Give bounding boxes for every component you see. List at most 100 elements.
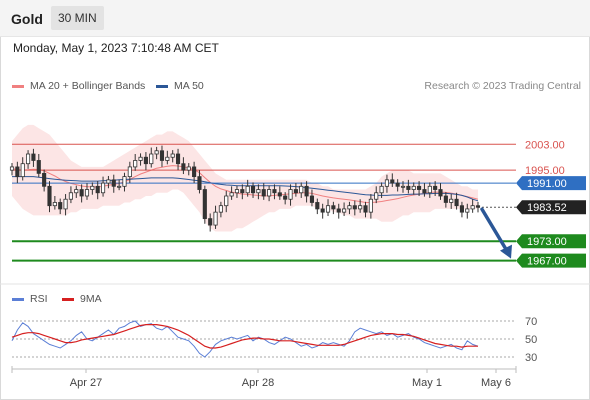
level-tag-bg bbox=[516, 176, 586, 191]
candle bbox=[213, 211, 218, 226]
rsi-line bbox=[11, 320, 479, 358]
candle bbox=[31, 153, 36, 161]
candle bbox=[133, 160, 138, 168]
legend-bollinger: MA 20 + Bollinger Bands bbox=[12, 80, 145, 92]
candle bbox=[331, 205, 336, 210]
level-label-1991.00: 1991.00 bbox=[527, 178, 567, 190]
candle bbox=[261, 189, 266, 197]
candle bbox=[304, 185, 309, 197]
candle bbox=[368, 198, 373, 213]
candle bbox=[79, 189, 84, 197]
candle bbox=[427, 185, 432, 194]
candle bbox=[90, 185, 95, 190]
candle bbox=[138, 156, 143, 161]
candle bbox=[52, 202, 57, 207]
candle bbox=[352, 205, 357, 210]
legend-rsi-ma: 9MA bbox=[62, 293, 102, 305]
candle bbox=[374, 192, 379, 200]
candles-group bbox=[9, 145, 481, 232]
candle bbox=[325, 205, 331, 213]
rsi-tick-label-50: 50 bbox=[525, 334, 537, 346]
x-tick-label-Apr 27: Apr 27 bbox=[70, 377, 102, 389]
legend-bollinger-label: MA 20 + Bollinger Bands bbox=[30, 80, 146, 92]
header-bar: Gold 30 MIN bbox=[0, 0, 590, 37]
candle bbox=[58, 202, 63, 210]
candle bbox=[68, 192, 73, 200]
candle bbox=[192, 166, 197, 178]
candle bbox=[422, 189, 427, 194]
candle bbox=[470, 205, 475, 210]
ma50-swatch bbox=[156, 84, 168, 88]
timestamp: Monday, May 1, 2023 7:10:48 AM CET bbox=[13, 41, 219, 55]
candle bbox=[267, 189, 272, 197]
candle bbox=[170, 153, 175, 158]
level-tag-1983.52: 1983.52 bbox=[516, 200, 586, 215]
candle bbox=[379, 185, 384, 194]
candle bbox=[74, 189, 79, 194]
candle bbox=[288, 189, 293, 200]
level-tag-bg bbox=[516, 200, 586, 215]
candle bbox=[181, 163, 186, 171]
candle bbox=[433, 185, 438, 190]
candle bbox=[186, 166, 191, 171]
candle bbox=[20, 163, 25, 178]
level-label-1973.00: 1973.00 bbox=[527, 236, 567, 248]
candle bbox=[245, 185, 250, 194]
candle bbox=[411, 185, 416, 190]
candle bbox=[229, 192, 234, 197]
rsi-ma-swatch bbox=[62, 297, 74, 301]
candle bbox=[15, 166, 20, 178]
candle bbox=[36, 160, 41, 174]
level-label-1967.00: 1967.00 bbox=[527, 256, 567, 268]
candle bbox=[26, 153, 31, 165]
candle bbox=[218, 205, 223, 213]
rsi-ma-line bbox=[11, 324, 478, 349]
candle bbox=[122, 176, 127, 187]
candle bbox=[106, 179, 111, 184]
candle bbox=[342, 208, 347, 213]
candle bbox=[272, 189, 277, 194]
bollinger-band-area bbox=[12, 124, 478, 232]
candle bbox=[143, 156, 148, 165]
candle bbox=[47, 185, 52, 207]
candle bbox=[154, 150, 159, 155]
asset-name: Gold bbox=[11, 11, 43, 27]
candle bbox=[309, 195, 315, 203]
legend-rsi-label: RSI bbox=[30, 293, 48, 305]
candle bbox=[250, 185, 256, 194]
candle bbox=[459, 205, 464, 213]
level-tag-1967.00: 1967.00 bbox=[516, 253, 586, 268]
candle bbox=[165, 156, 170, 161]
bollinger-swatch bbox=[12, 84, 24, 88]
candle bbox=[390, 179, 395, 184]
candle bbox=[438, 189, 443, 197]
legend-rsi: RSI bbox=[12, 293, 48, 305]
legend-rsi-ma-label: 9MA bbox=[80, 293, 102, 305]
candle bbox=[42, 172, 47, 187]
candle bbox=[277, 192, 282, 197]
ma20-line bbox=[11, 165, 479, 203]
candle bbox=[406, 185, 411, 190]
candle bbox=[465, 208, 470, 213]
x-tick-label-Apr 28: Apr 28 bbox=[242, 377, 274, 389]
candle bbox=[127, 166, 132, 178]
legend-ma50: MA 50 bbox=[156, 80, 204, 92]
projection-arrow-shaft bbox=[480, 207, 510, 255]
interval-badge[interactable]: 30 MIN bbox=[51, 6, 104, 30]
level-label-2003.00: 2003.00 bbox=[525, 139, 565, 151]
x-tick-label-May 1: May 1 bbox=[412, 377, 442, 389]
level-label-1995.00: 1995.00 bbox=[525, 165, 565, 177]
candle bbox=[400, 185, 406, 188]
level-tag-1991.00: 1991.00 bbox=[516, 176, 586, 191]
candle bbox=[63, 198, 68, 210]
rsi-swatch bbox=[12, 297, 24, 301]
candle bbox=[84, 189, 90, 197]
legend-ma50-label: MA 50 bbox=[174, 80, 204, 92]
candle bbox=[224, 195, 229, 207]
candle bbox=[475, 205, 481, 208]
candle bbox=[159, 150, 165, 161]
candle bbox=[363, 205, 368, 213]
candle bbox=[9, 166, 15, 171]
level-tag-1973.00: 1973.00 bbox=[516, 234, 586, 249]
